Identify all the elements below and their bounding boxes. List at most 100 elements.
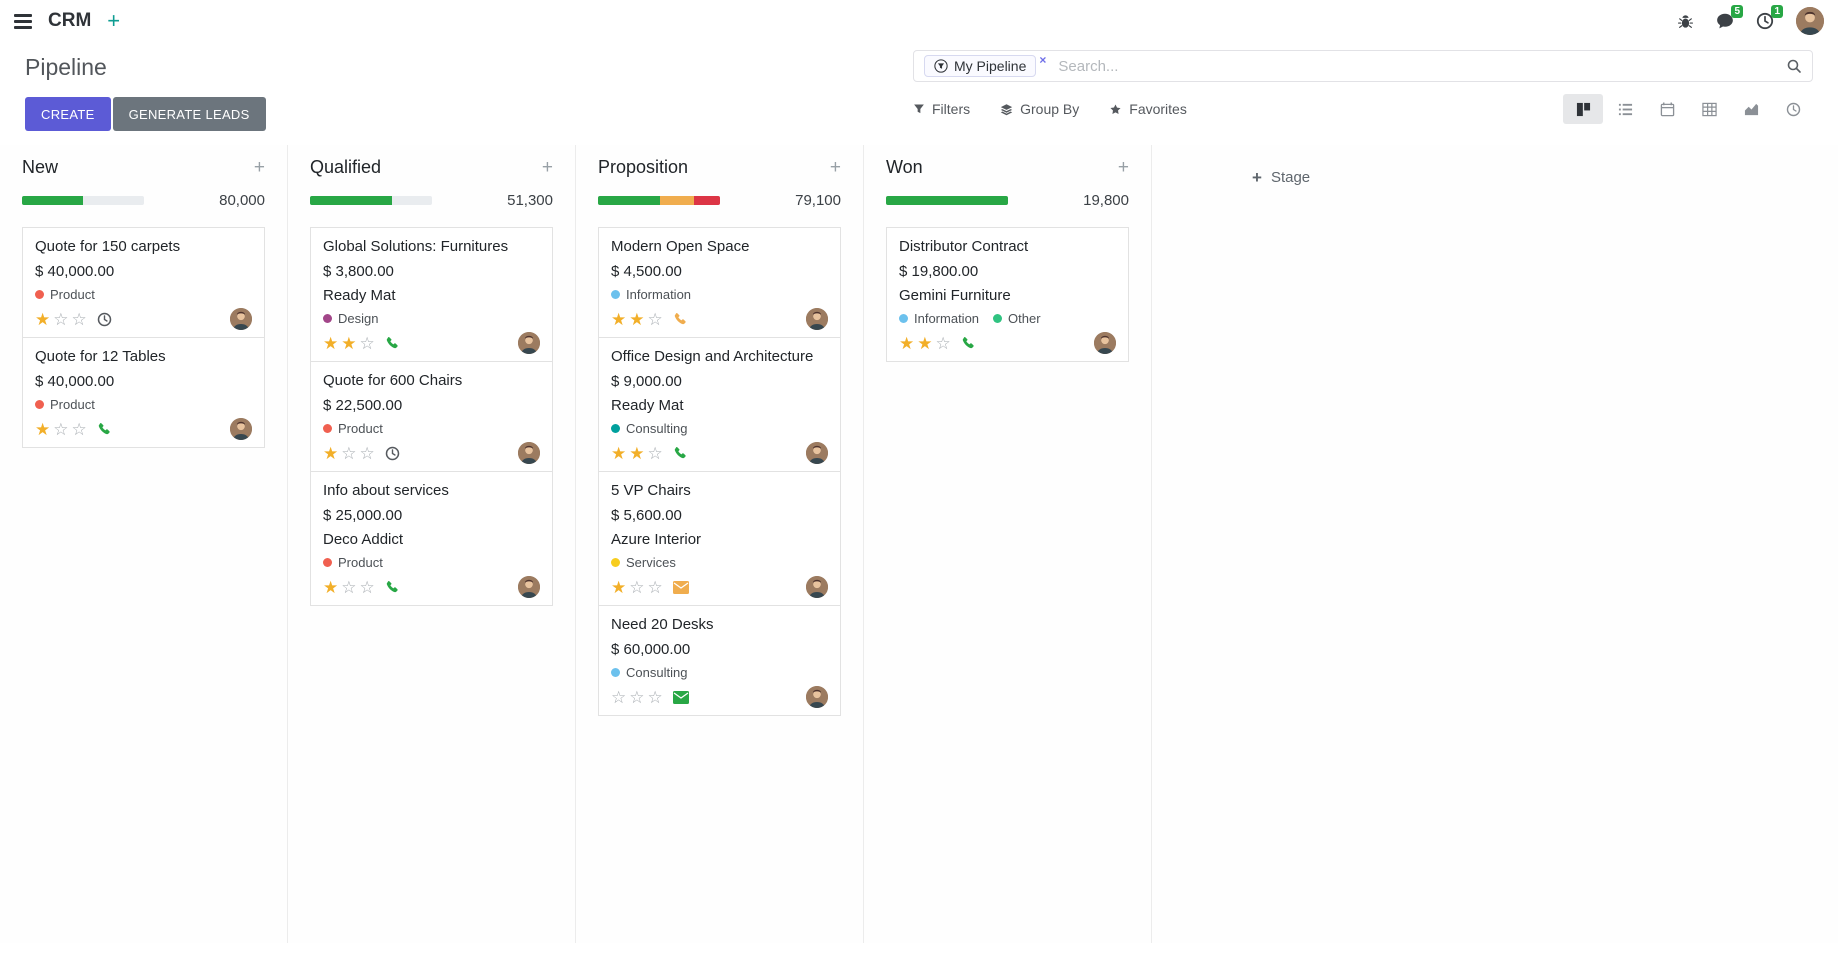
priority-star-icon[interactable]: ★ xyxy=(341,333,357,353)
priority-star-icon[interactable]: ☆ xyxy=(359,443,375,463)
progressbar-segment[interactable] xyxy=(22,196,83,205)
card-salesperson-avatar[interactable] xyxy=(806,686,828,708)
column-progressbar[interactable] xyxy=(598,196,720,205)
add-stage-button[interactable]: + Stage xyxy=(1152,145,1310,186)
phone-activity-icon[interactable] xyxy=(385,580,400,595)
column-quick-add-icon[interactable]: + xyxy=(541,157,553,178)
column-quick-add-icon[interactable]: + xyxy=(253,157,265,178)
column-progressbar[interactable] xyxy=(22,196,144,205)
kanban-card[interactable]: Modern Open Space $ 4,500.00 Information… xyxy=(598,227,841,338)
priority-star-icon[interactable]: ☆ xyxy=(341,443,357,463)
envelope-activity-icon[interactable] xyxy=(672,690,689,704)
priority-star-icon[interactable]: ★ xyxy=(323,333,339,353)
view-pivot-button[interactable] xyxy=(1689,94,1729,124)
priority-star-icon[interactable]: ★ xyxy=(611,577,627,597)
priority-star-icon[interactable]: ★ xyxy=(611,443,627,463)
envelope-activity-icon[interactable] xyxy=(672,580,689,594)
kanban-card[interactable]: Office Design and Architecture $ 9,000.0… xyxy=(598,337,841,472)
priority-star-icon[interactable]: ★ xyxy=(611,309,627,329)
priority-star-icon[interactable]: ★ xyxy=(323,443,339,463)
column-title[interactable]: Proposition xyxy=(598,157,689,177)
messages-icon[interactable]: 5 xyxy=(1716,5,1743,30)
apps-menu-icon[interactable] xyxy=(14,13,32,29)
group-by-menu-button[interactable]: Group By xyxy=(1000,101,1079,117)
card-salesperson-avatar[interactable] xyxy=(518,576,540,598)
filters-menu-button[interactable]: Filters xyxy=(913,101,970,117)
priority-star-icon[interactable]: ☆ xyxy=(647,687,663,707)
search-icon[interactable] xyxy=(1786,58,1802,74)
card-salesperson-avatar[interactable] xyxy=(518,442,540,464)
kanban-card[interactable]: Info about services $ 25,000.00 Deco Add… xyxy=(310,471,553,606)
clock-activity-icon[interactable] xyxy=(385,446,400,461)
progressbar-segment[interactable] xyxy=(886,196,1008,205)
card-salesperson-avatar[interactable] xyxy=(518,332,540,354)
column-title[interactable]: New xyxy=(22,157,59,177)
priority-star-icon[interactable]: ☆ xyxy=(611,687,627,707)
priority-star-icon[interactable]: ☆ xyxy=(53,419,69,439)
priority-star-icon[interactable]: ☆ xyxy=(53,309,69,329)
view-calendar-button[interactable] xyxy=(1647,94,1687,124)
priority-star-icon[interactable]: ☆ xyxy=(629,687,645,707)
activities-clock-icon[interactable]: 1 xyxy=(1756,5,1783,30)
kanban-card[interactable]: Quote for 600 Chairs $ 22,500.00 Product… xyxy=(310,361,553,472)
clock-activity-icon[interactable] xyxy=(97,312,112,327)
progressbar-segment[interactable] xyxy=(694,196,720,205)
progressbar-segment[interactable] xyxy=(310,196,392,205)
debug-bug-icon[interactable] xyxy=(1677,13,1694,30)
priority-star-icon[interactable]: ★ xyxy=(35,419,51,439)
phone-activity-icon[interactable] xyxy=(673,312,688,327)
card-salesperson-avatar[interactable] xyxy=(806,576,828,598)
priority-star-icon[interactable]: ★ xyxy=(323,577,339,597)
priority-star-icon[interactable]: ☆ xyxy=(647,577,663,597)
priority-star-icon[interactable]: ★ xyxy=(629,443,645,463)
kanban-card[interactable]: 5 VP Chairs $ 5,600.00 Azure Interior Se… xyxy=(598,471,841,606)
card-salesperson-avatar[interactable] xyxy=(230,308,252,330)
priority-star-icon[interactable]: ☆ xyxy=(359,577,375,597)
kanban-card[interactable]: Quote for 150 carpets $ 40,000.00 Produc… xyxy=(22,227,265,338)
column-title[interactable]: Won xyxy=(886,157,923,177)
column-progressbar[interactable] xyxy=(310,196,432,205)
kanban-card[interactable]: Global Solutions: Furnitures $ 3,800.00 … xyxy=(310,227,553,362)
create-button[interactable]: CREATE xyxy=(25,97,111,131)
priority-star-icon[interactable]: ☆ xyxy=(341,577,357,597)
app-name[interactable]: CRM xyxy=(48,10,92,31)
priority-star-icon[interactable]: ★ xyxy=(917,333,933,353)
quick-create-icon[interactable]: + xyxy=(107,8,121,33)
card-salesperson-avatar[interactable] xyxy=(1094,332,1116,354)
priority-star-icon[interactable]: ☆ xyxy=(629,577,645,597)
progressbar-segment[interactable] xyxy=(660,196,695,205)
column-quick-add-icon[interactable]: + xyxy=(829,157,841,178)
priority-star-icon[interactable]: ☆ xyxy=(935,333,951,353)
view-graph-button[interactable] xyxy=(1731,94,1771,124)
user-avatar[interactable] xyxy=(1796,7,1824,35)
kanban-card[interactable]: Quote for 12 Tables $ 40,000.00 Product … xyxy=(22,337,265,448)
priority-star-icon[interactable]: ★ xyxy=(899,333,915,353)
priority-star-icon[interactable]: ☆ xyxy=(71,419,87,439)
view-list-button[interactable] xyxy=(1605,94,1645,124)
card-salesperson-avatar[interactable] xyxy=(806,442,828,464)
phone-activity-icon[interactable] xyxy=(97,422,112,437)
phone-activity-icon[interactable] xyxy=(385,336,400,351)
view-activity-button[interactable] xyxy=(1773,94,1813,124)
progressbar-segment[interactable] xyxy=(598,196,661,205)
priority-star-icon[interactable]: ☆ xyxy=(647,443,663,463)
phone-activity-icon[interactable] xyxy=(673,446,688,461)
search-bar[interactable]: My Pipeline × Search... xyxy=(913,50,1813,82)
priority-star-icon[interactable]: ☆ xyxy=(647,309,663,329)
search-input[interactable]: Search... xyxy=(1058,57,1119,75)
card-salesperson-avatar[interactable] xyxy=(806,308,828,330)
generate-leads-button[interactable]: GENERATE LEADS xyxy=(112,97,266,131)
kanban-card[interactable]: Need 20 Desks $ 60,000.00 Consulting ☆ ☆ ☆ xyxy=(598,605,841,716)
priority-star-icon[interactable]: ☆ xyxy=(71,309,87,329)
priority-star-icon[interactable]: ★ xyxy=(629,309,645,329)
facet-remove-icon[interactable]: × xyxy=(1039,53,1047,67)
priority-star-icon[interactable]: ☆ xyxy=(359,333,375,353)
priority-star-icon[interactable]: ★ xyxy=(35,309,51,329)
search-facet-my-pipeline[interactable]: My Pipeline xyxy=(924,55,1037,77)
column-progressbar[interactable] xyxy=(886,196,1008,205)
kanban-card[interactable]: Distributor Contract $ 19,800.00 Gemini … xyxy=(886,227,1129,362)
phone-activity-icon[interactable] xyxy=(961,336,976,351)
column-quick-add-icon[interactable]: + xyxy=(1117,157,1129,178)
card-salesperson-avatar[interactable] xyxy=(230,418,252,440)
column-title[interactable]: Qualified xyxy=(310,157,382,177)
